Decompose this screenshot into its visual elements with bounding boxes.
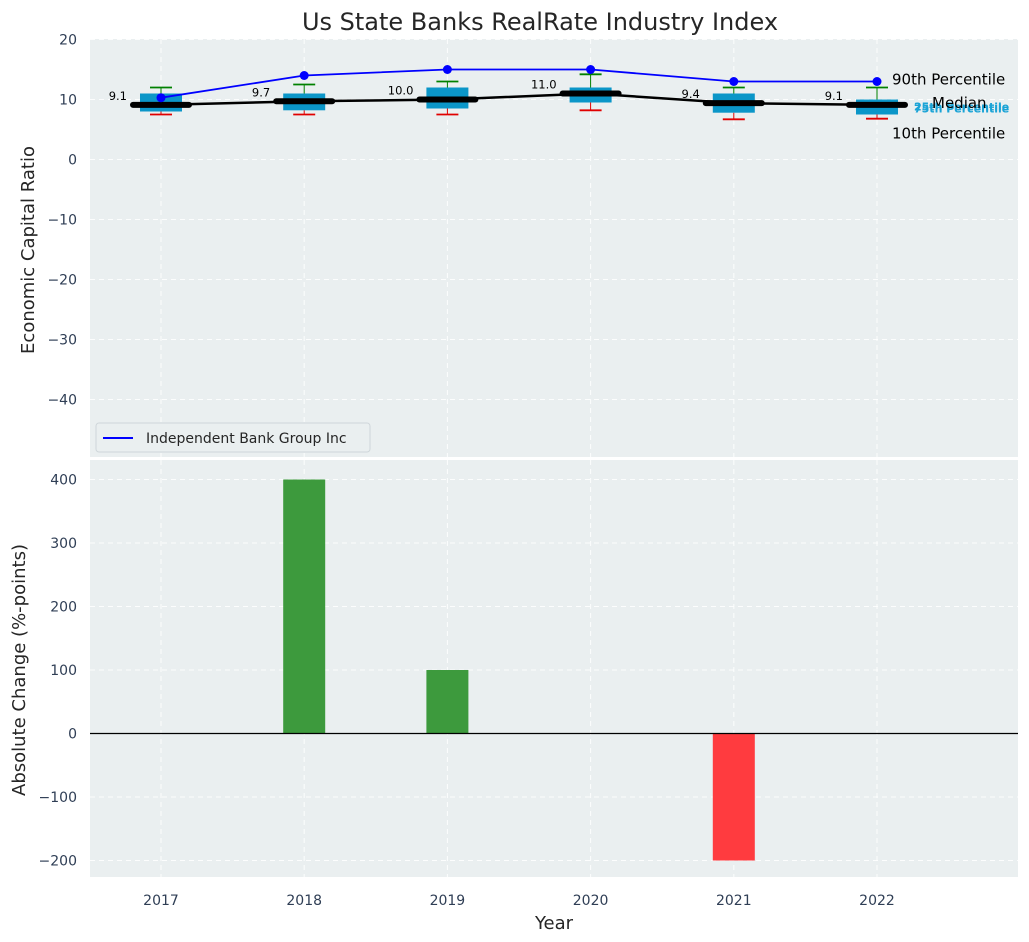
- top-y-tick-label: −40: [47, 393, 77, 409]
- median-line: [160, 92, 878, 107]
- top-y-axis-label: Economic Capital Ratio: [18, 146, 39, 354]
- x-tick-label: 2019: [430, 893, 466, 909]
- top-y-tick-label: 20: [59, 33, 77, 49]
- change-bars: [90, 479, 1018, 861]
- top-y-tick-label: −30: [47, 333, 77, 349]
- p75-annotation: 75th Percentile: [914, 103, 1009, 116]
- chart-title: Us State Banks RealRate Industry Index: [302, 8, 778, 36]
- change-bar: [426, 670, 469, 734]
- median-value-label: 9.7: [252, 85, 270, 99]
- median-value-label: 11.0: [531, 78, 557, 92]
- p10-annotation: 10th Percentile: [892, 125, 1005, 143]
- median-value-label: 9.1: [825, 89, 843, 103]
- p25-annotation: 25th Percentile: [914, 101, 1009, 114]
- company-point: [442, 65, 452, 74]
- median-annotation: Median: [932, 94, 987, 112]
- top-gridlines: [90, 39, 1018, 457]
- change-bar: [283, 479, 326, 734]
- change-bar: [712, 733, 755, 861]
- top-y-ticks: 20 10 0 −10 −20 −30 −40: [47, 33, 77, 409]
- bottom-y-tick-label: −200: [39, 854, 77, 870]
- median-trend-line: [160, 92, 878, 107]
- x-tick-label: 2018: [286, 893, 322, 909]
- median-value-label: 9.4: [682, 87, 700, 101]
- company-point: [156, 93, 166, 103]
- x-tick-label: 2020: [573, 893, 609, 909]
- company-point: [729, 77, 739, 86]
- median-value-label: 9.1: [109, 89, 127, 103]
- top-y-tick-label: 10: [59, 93, 77, 109]
- bottom-y-tick-label: 0: [68, 727, 77, 743]
- company-point: [872, 77, 882, 86]
- x-tick-labels: 2017 2018 2019 2020 2021 2022: [143, 893, 895, 909]
- bottom-y-ticks: 400 300 200 100 0 −100 −200: [39, 473, 77, 870]
- bottom-y-tick-label: 400: [50, 473, 77, 489]
- top-panel: 20 10 0 −10 −20 −30 −40 9.1 9.7 10.0 11.0 9.4 9.1 9…: [18, 33, 1018, 457]
- top-y-tick-label: −10: [47, 213, 77, 229]
- p90-annotation: 90th Percentile: [892, 71, 1005, 89]
- bottom-y-tick-label: 300: [50, 536, 77, 552]
- company-series-line: [160, 68, 877, 99]
- bottom-y-tick-label: 100: [50, 663, 77, 679]
- company-point: [299, 71, 309, 80]
- legend-label: Independent Bank Group Inc: [146, 431, 347, 447]
- x-axis-label: Year: [534, 913, 574, 934]
- bottom-y-tick-label: −100: [39, 790, 77, 806]
- bottom-y-tick-label: 200: [50, 600, 77, 616]
- top-y-tick-label: −20: [47, 273, 77, 289]
- bottom-y-axis-label: Absolute Change (%-points): [9, 544, 30, 796]
- company-line: [156, 65, 882, 103]
- top-y-tick-label: 0: [68, 153, 77, 169]
- x-tick-label: 2017: [143, 893, 179, 909]
- company-point: [586, 65, 596, 74]
- x-tick-label: 2021: [716, 893, 752, 909]
- x-tick-label: 2022: [859, 893, 895, 909]
- median-value-label: 10.0: [388, 84, 414, 98]
- legend: Independent Bank Group Inc: [95, 422, 371, 453]
